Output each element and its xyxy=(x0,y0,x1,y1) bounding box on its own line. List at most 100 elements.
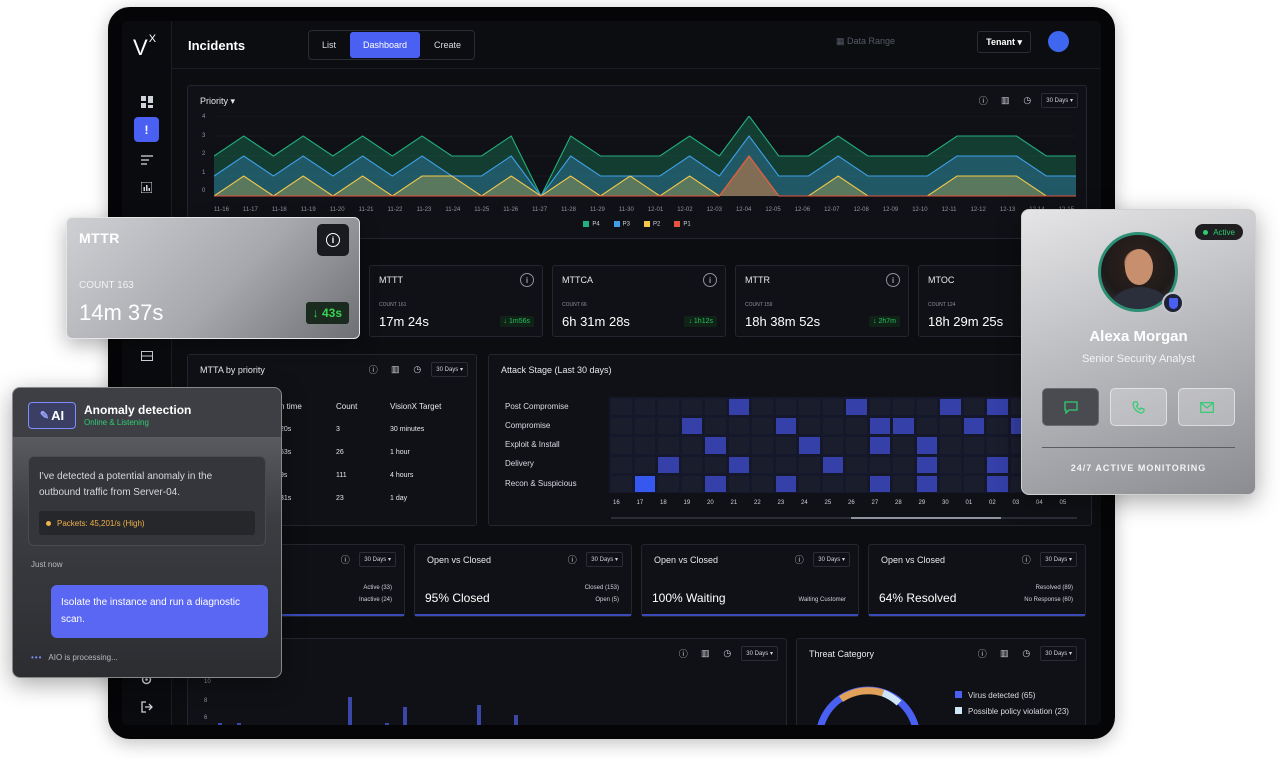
info-icon[interactable]: i xyxy=(520,273,534,287)
heatmap-cell[interactable] xyxy=(987,475,1008,492)
heatmap-cell[interactable] xyxy=(634,418,655,435)
heatmap-cell[interactable] xyxy=(869,399,890,416)
heatmap-cell[interactable] xyxy=(893,418,914,435)
heatmap-cell[interactable] xyxy=(916,456,937,473)
heatmap-cell[interactable] xyxy=(869,418,890,435)
heatmap-cell[interactable] xyxy=(916,418,937,435)
heatmap-cell[interactable] xyxy=(752,418,773,435)
heatmap-cell[interactable] xyxy=(869,456,890,473)
heatmap-cell[interactable] xyxy=(611,437,632,454)
kpi-card-mttca[interactable]: MTTCA i COUNT 66 6h 31m 28s ↓ 1h12s xyxy=(552,265,726,337)
status-card-resolved[interactable]: Open vs Closed ⓘ 30 Days ▾ 64% Resolved R… xyxy=(868,544,1086,617)
heatmap-cell[interactable] xyxy=(799,475,820,492)
heatmap-cell[interactable] xyxy=(775,475,796,492)
heatmap-cell[interactable] xyxy=(987,399,1008,416)
heatmap-cell[interactable] xyxy=(893,399,914,416)
info-icon[interactable]: i xyxy=(886,273,900,287)
mttr-highlight-card[interactable]: MTTR i COUNT 163 14m 37s ↓ 43s xyxy=(66,217,360,339)
heatmap-cell[interactable] xyxy=(916,437,937,454)
heatmap-cell[interactable] xyxy=(940,418,961,435)
heatmap-cell[interactable] xyxy=(705,418,726,435)
heatmap-cell[interactable] xyxy=(869,475,890,492)
heatmap-cell[interactable] xyxy=(728,456,749,473)
heatmap-cell[interactable] xyxy=(963,456,984,473)
heatmap-cell[interactable] xyxy=(728,437,749,454)
user-avatar[interactable] xyxy=(1048,31,1069,52)
heatmap-cell[interactable] xyxy=(799,456,820,473)
info-icon[interactable]: i xyxy=(703,273,717,287)
heatmap-cell[interactable] xyxy=(611,418,632,435)
clock-icon[interactable]: ◷ xyxy=(723,647,732,658)
volume-bar[interactable] xyxy=(218,723,222,725)
info-icon[interactable]: ⓘ xyxy=(977,648,987,659)
info-icon[interactable]: ⓘ xyxy=(978,95,988,106)
tab-list[interactable]: List xyxy=(322,40,337,50)
heatmap-cell[interactable] xyxy=(940,475,961,492)
range-select[interactable]: 30 Days ▾ xyxy=(586,551,623,567)
heatmap-cell[interactable] xyxy=(728,399,749,416)
range-select[interactable]: 30 Days ▾ xyxy=(813,551,850,567)
kpi-card-mttt[interactable]: MTTT i COUNT 161 17m 24s ↓ 1m56s xyxy=(369,265,543,337)
reports-icon[interactable] xyxy=(134,175,159,200)
volume-bar[interactable] xyxy=(347,697,352,725)
inbox-icon[interactable] xyxy=(134,343,159,368)
info-icon[interactable]: ⓘ xyxy=(678,648,688,659)
heatmap-cell[interactable] xyxy=(893,437,914,454)
bar-chart-icon[interactable]: ▥ xyxy=(701,647,710,658)
heatmap-cell[interactable] xyxy=(916,399,937,416)
heatmap-cell[interactable] xyxy=(705,399,726,416)
info-icon[interactable]: ⓘ xyxy=(567,554,577,565)
heatmap-cell[interactable] xyxy=(846,456,867,473)
incidents-icon[interactable]: ! xyxy=(134,117,159,142)
heatmap-cell[interactable] xyxy=(963,437,984,454)
status-card-waiting[interactable]: Open vs Closed ⓘ 30 Days ▾ 100% Waiting W… xyxy=(641,544,859,617)
heatmap-cell[interactable] xyxy=(869,437,890,454)
heatmap-cell[interactable] xyxy=(658,418,679,435)
heatmap-cell[interactable] xyxy=(752,456,773,473)
call-button[interactable] xyxy=(1110,388,1167,426)
heatmap-cell[interactable] xyxy=(846,475,867,492)
heatmap-cell[interactable] xyxy=(940,456,961,473)
info-icon[interactable]: ⓘ xyxy=(368,364,378,375)
heatmap-cell[interactable] xyxy=(775,456,796,473)
tab-create[interactable]: Create xyxy=(434,40,462,50)
tab-dashboard[interactable]: Dashboard xyxy=(350,32,421,58)
volume-bar[interactable] xyxy=(403,707,407,725)
heatmap-cell[interactable] xyxy=(916,475,937,492)
heatmap-cell[interactable] xyxy=(846,418,867,435)
heatmap-cell[interactable] xyxy=(728,418,749,435)
range-select[interactable]: 30 Days ▾ xyxy=(741,645,778,661)
heatmap-cell[interactable] xyxy=(752,399,773,416)
heatmap-cell[interactable] xyxy=(681,418,702,435)
heatmap-cell[interactable] xyxy=(681,399,702,416)
heatmap-cell[interactable] xyxy=(987,456,1008,473)
tenant-dropdown[interactable]: Tenant ▾ xyxy=(977,31,1031,53)
heatmap-cell[interactable] xyxy=(963,475,984,492)
logout-icon[interactable] xyxy=(134,694,159,719)
heatmap-cell[interactable] xyxy=(658,399,679,416)
clock-icon[interactable]: ◷ xyxy=(1023,94,1032,105)
heatmap-cell[interactable] xyxy=(775,437,796,454)
heatmap-cell[interactable] xyxy=(658,475,679,492)
heatmap-cell[interactable] xyxy=(705,456,726,473)
range-select[interactable]: 30 Days ▾ xyxy=(1041,92,1078,108)
heatmap-cell[interactable] xyxy=(799,437,820,454)
info-icon[interactable]: ⓘ xyxy=(1021,554,1031,565)
heatmap-cell[interactable] xyxy=(963,418,984,435)
email-button[interactable] xyxy=(1178,388,1235,426)
heatmap-cell[interactable] xyxy=(940,437,961,454)
bar-chart-icon[interactable]: ▥ xyxy=(1000,647,1009,658)
heatmap-cell[interactable] xyxy=(893,475,914,492)
dashboard-icon[interactable] xyxy=(134,89,159,114)
heatmap-cell[interactable] xyxy=(658,437,679,454)
heatmap-cell[interactable] xyxy=(940,399,961,416)
clock-icon[interactable]: ◷ xyxy=(1022,647,1031,658)
info-icon[interactable]: ⓘ xyxy=(794,554,804,565)
heatmap-cell[interactable] xyxy=(822,399,843,416)
status-card-closed[interactable]: Open vs Closed ⓘ 30 Days ▾ 95% Closed Clo… xyxy=(414,544,632,617)
clock-icon[interactable]: ◷ xyxy=(413,363,422,374)
heatmap-cell[interactable] xyxy=(752,475,773,492)
range-select[interactable]: 30 Days ▾ xyxy=(431,361,468,377)
heatmap-cell[interactable] xyxy=(681,475,702,492)
heatmap-cell[interactable] xyxy=(681,437,702,454)
